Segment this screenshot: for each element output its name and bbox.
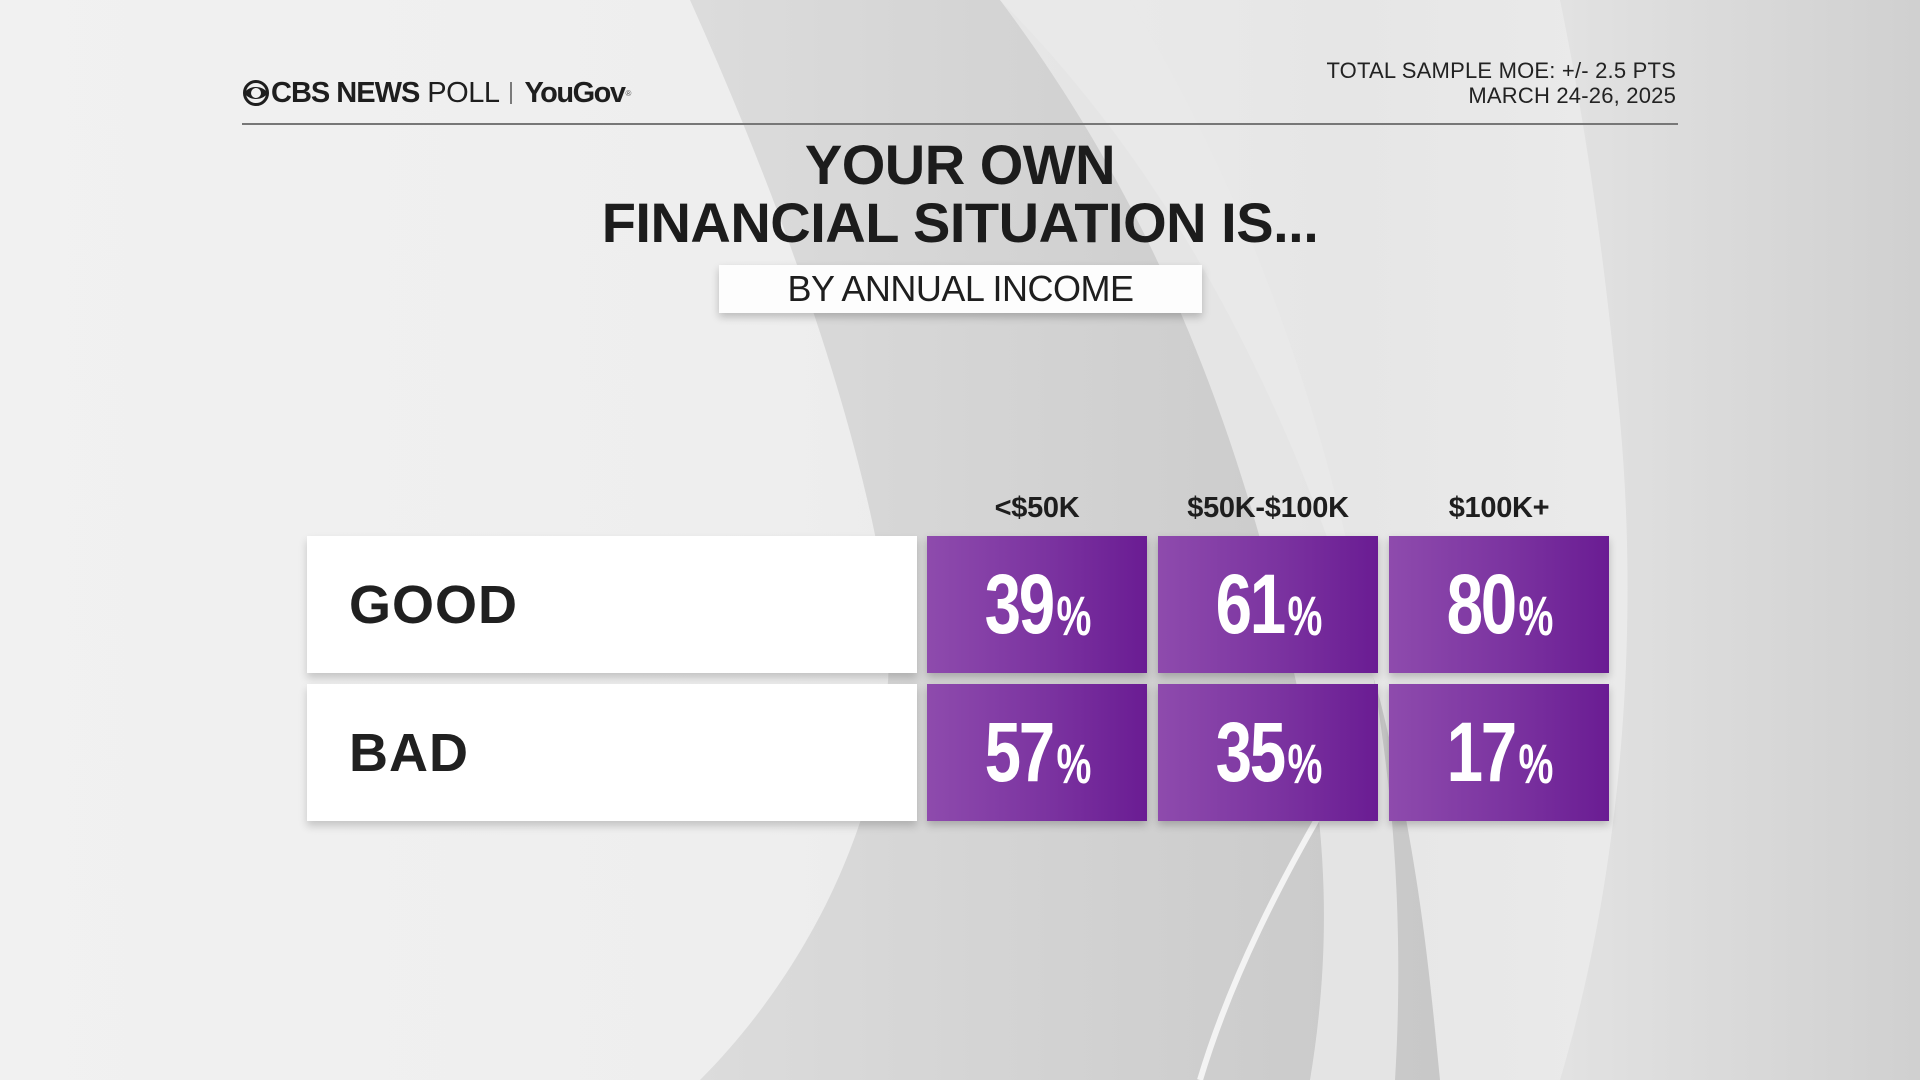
percent-sign: % (1056, 584, 1092, 647)
value: 17 (1446, 705, 1518, 799)
row-label-good: GOOD (307, 536, 917, 673)
value: 57 (984, 705, 1056, 799)
percent-sign: % (1287, 732, 1323, 795)
logo-product: POLL (427, 76, 500, 109)
percent-sign: % (1518, 584, 1554, 647)
header-divider (242, 123, 1678, 125)
poll-dates: MARCH 24-26, 2025 (1468, 83, 1676, 108)
margin-of-error: TOTAL SAMPLE MOE: +/- 2.5 PTS (1326, 58, 1676, 83)
percent-sign: % (1518, 732, 1554, 795)
cbs-eye-icon (243, 80, 269, 106)
cell-bad-50k-100k: 35% (1158, 684, 1378, 821)
value: 61 (1215, 557, 1287, 651)
logo-separator (510, 82, 513, 104)
value: 80 (1446, 557, 1518, 651)
cbs-news-poll-yougov-logo: CBS NEWS POLL YouGov ® (243, 76, 632, 109)
percent-sign: % (1287, 584, 1323, 647)
row-label-bad: BAD (307, 684, 917, 821)
column-header-100k-plus: $100K+ (1448, 492, 1550, 524)
cell-bad-under-50k: 57% (927, 684, 1147, 821)
registered-mark: ® (625, 88, 632, 98)
cell-good-100k-plus: 80% (1389, 536, 1609, 673)
cell-bad-100k-plus: 17% (1389, 684, 1609, 821)
poll-meta: TOTAL SAMPLE MOE: +/- 2.5 PTS MARCH 24-2… (1326, 58, 1676, 108)
logo-partner: YouGov (524, 76, 626, 109)
title-line-1: YOUR OWN (804, 133, 1116, 196)
percent-sign: % (1056, 732, 1092, 795)
cell-good-50k-100k: 61% (1158, 536, 1378, 673)
cell-good-under-50k: 39% (927, 536, 1147, 673)
subtitle-badge: BY ANNUAL INCOME (719, 265, 1202, 313)
title-line-2: FINANCIAL SITUATION IS... (601, 191, 1319, 254)
value: 39 (984, 557, 1056, 651)
page-title: YOUR OWN FINANCIAL SITUATION IS... (0, 136, 1920, 252)
logo-brand: CBS NEWS (271, 76, 420, 109)
column-header-under-50k: <$50K (994, 492, 1080, 524)
column-header-50k-100k: $50K-$100K (1187, 492, 1349, 524)
value: 35 (1215, 705, 1287, 799)
